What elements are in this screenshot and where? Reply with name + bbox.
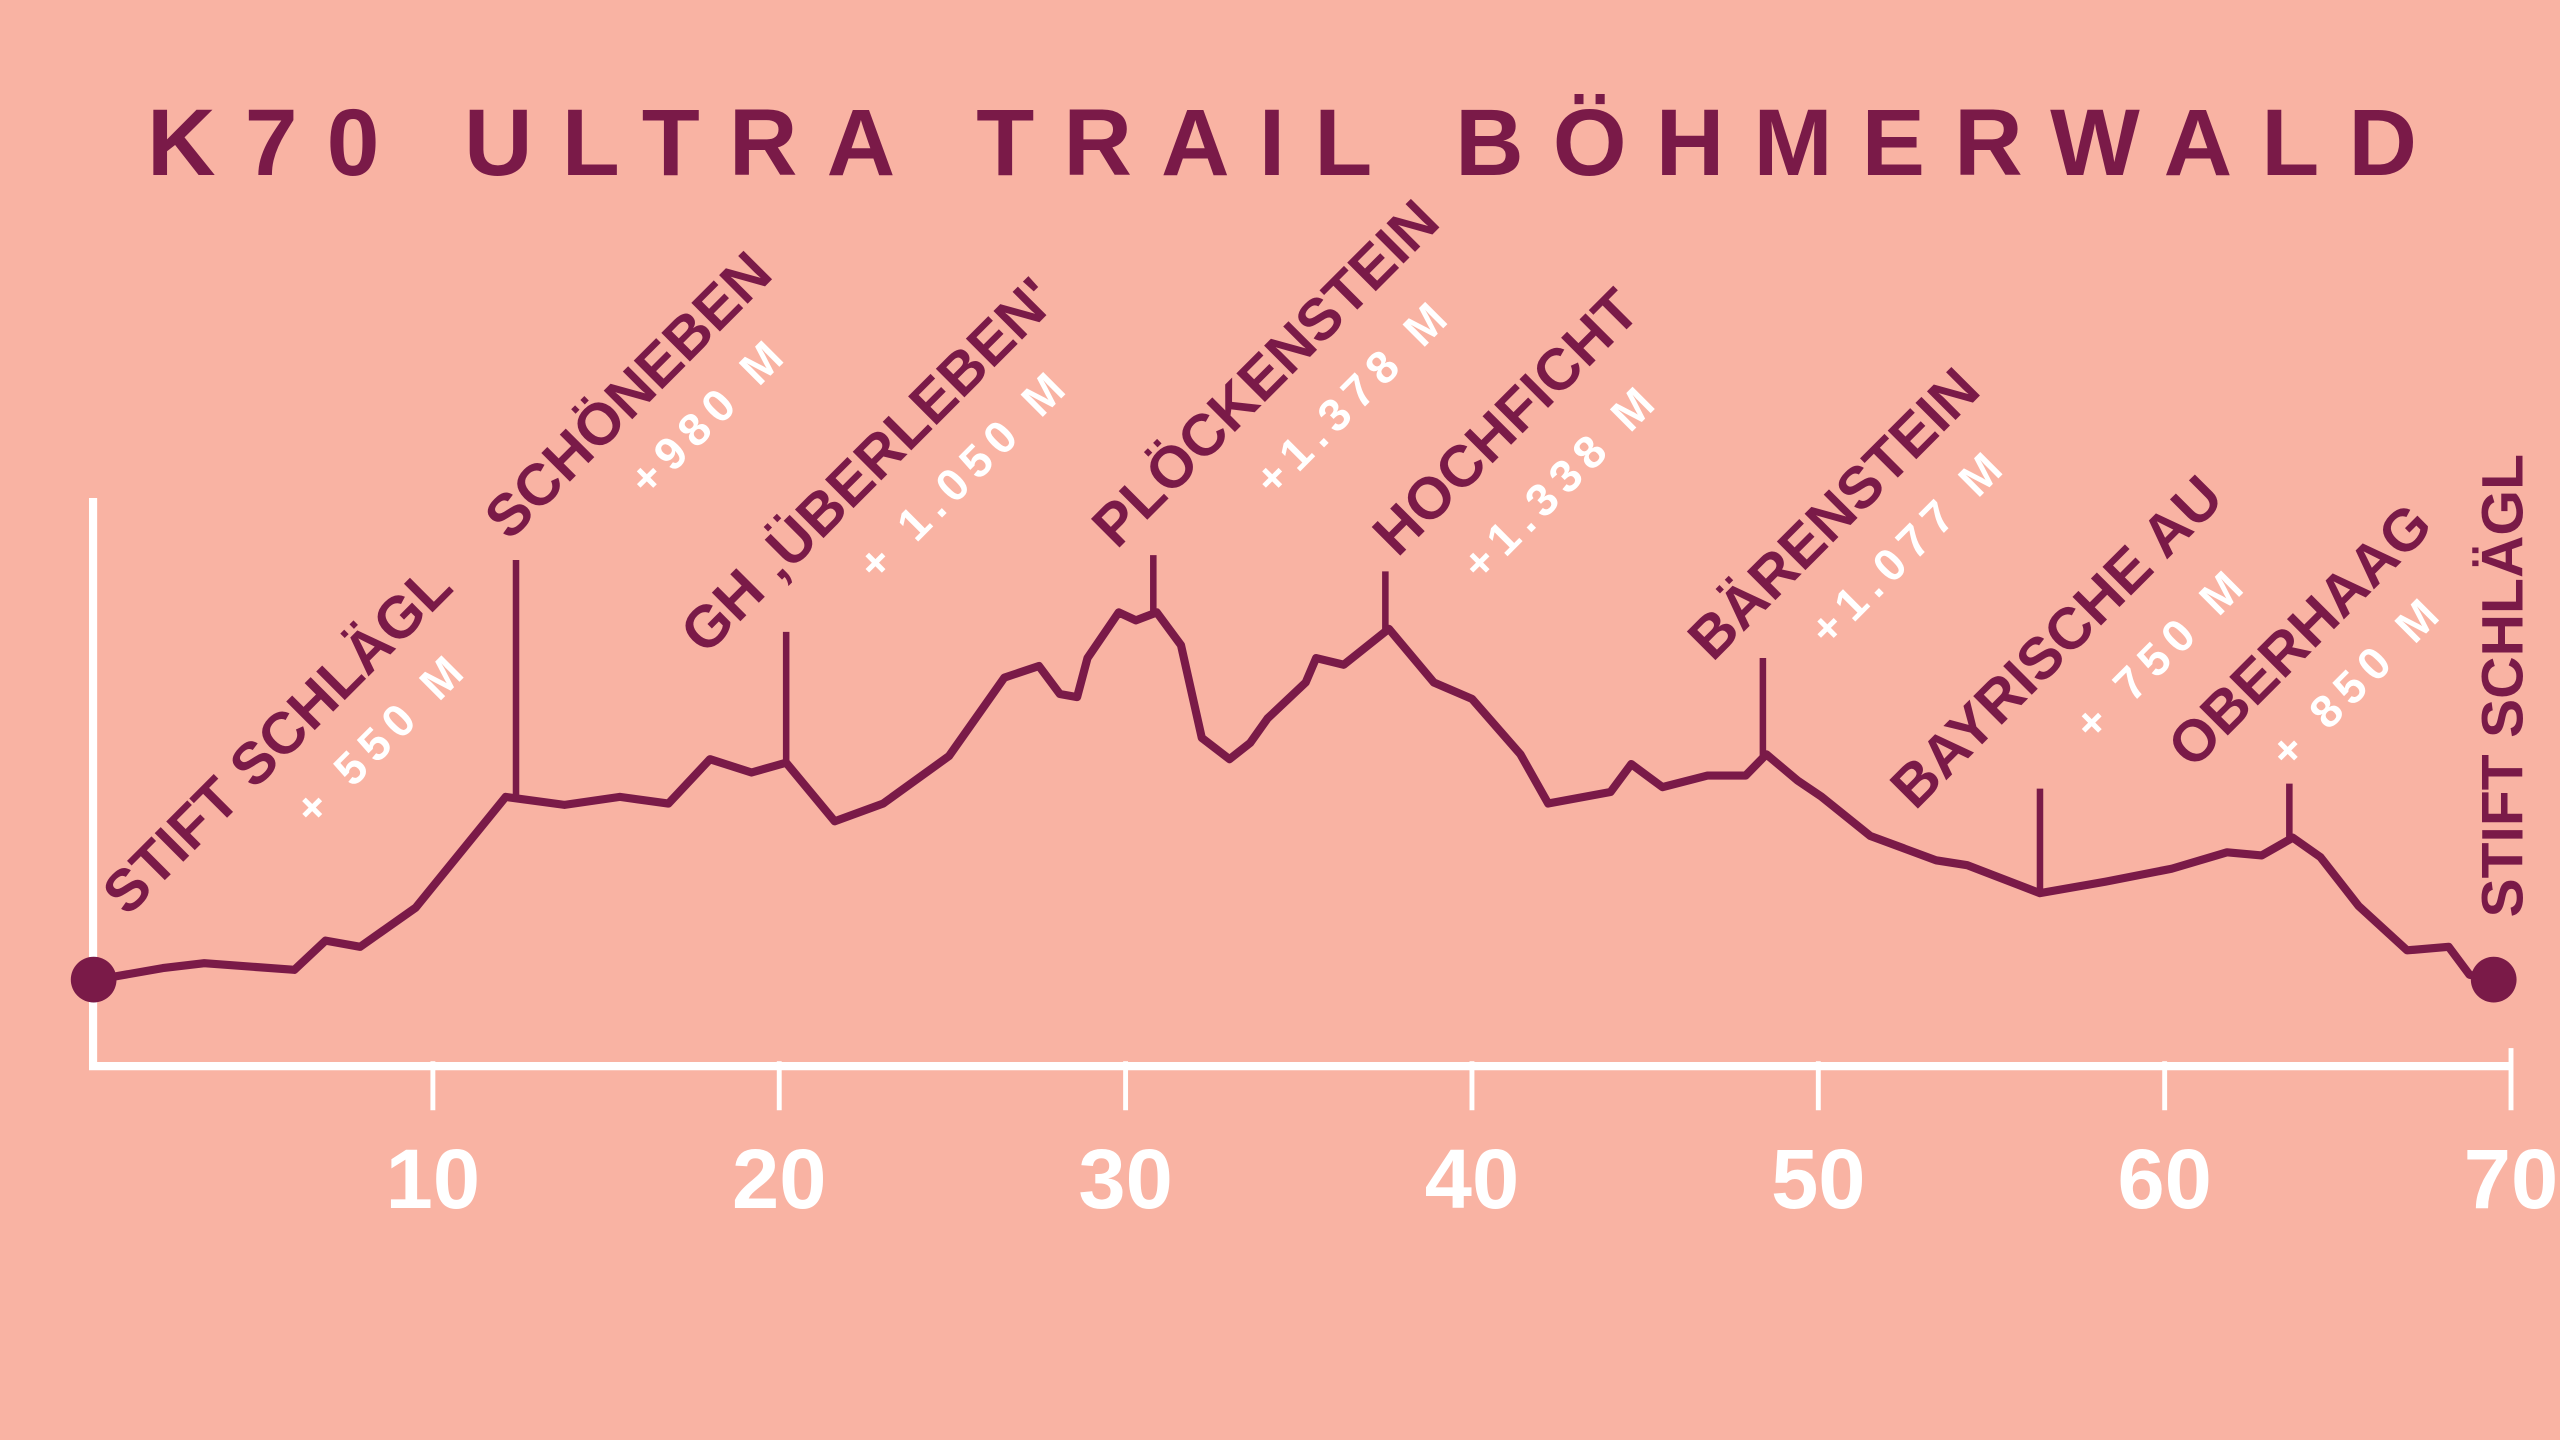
x-tick-label: 10 — [386, 1131, 480, 1226]
chart-title: K70 ULTRA TRAIL BÖHMERWALD — [147, 90, 2417, 196]
axis-line — [88, 497, 2512, 1071]
x-tick-label: 60 — [2117, 1131, 2211, 1226]
x-tick-label: 30 — [1078, 1131, 1172, 1226]
x-tick-label: 50 — [1771, 1131, 1865, 1226]
x-tick-label: 20 — [732, 1131, 826, 1226]
endpoint-dot — [2470, 956, 2517, 1003]
elevation-line — [96, 608, 2495, 984]
x-tick-label: 40 — [1425, 1131, 1519, 1226]
waypoint-label: STIFT SCHLÄGL — [2470, 454, 2535, 918]
endpoint-dot — [70, 956, 117, 1003]
x-tick-label: 70 — [2464, 1131, 2558, 1226]
